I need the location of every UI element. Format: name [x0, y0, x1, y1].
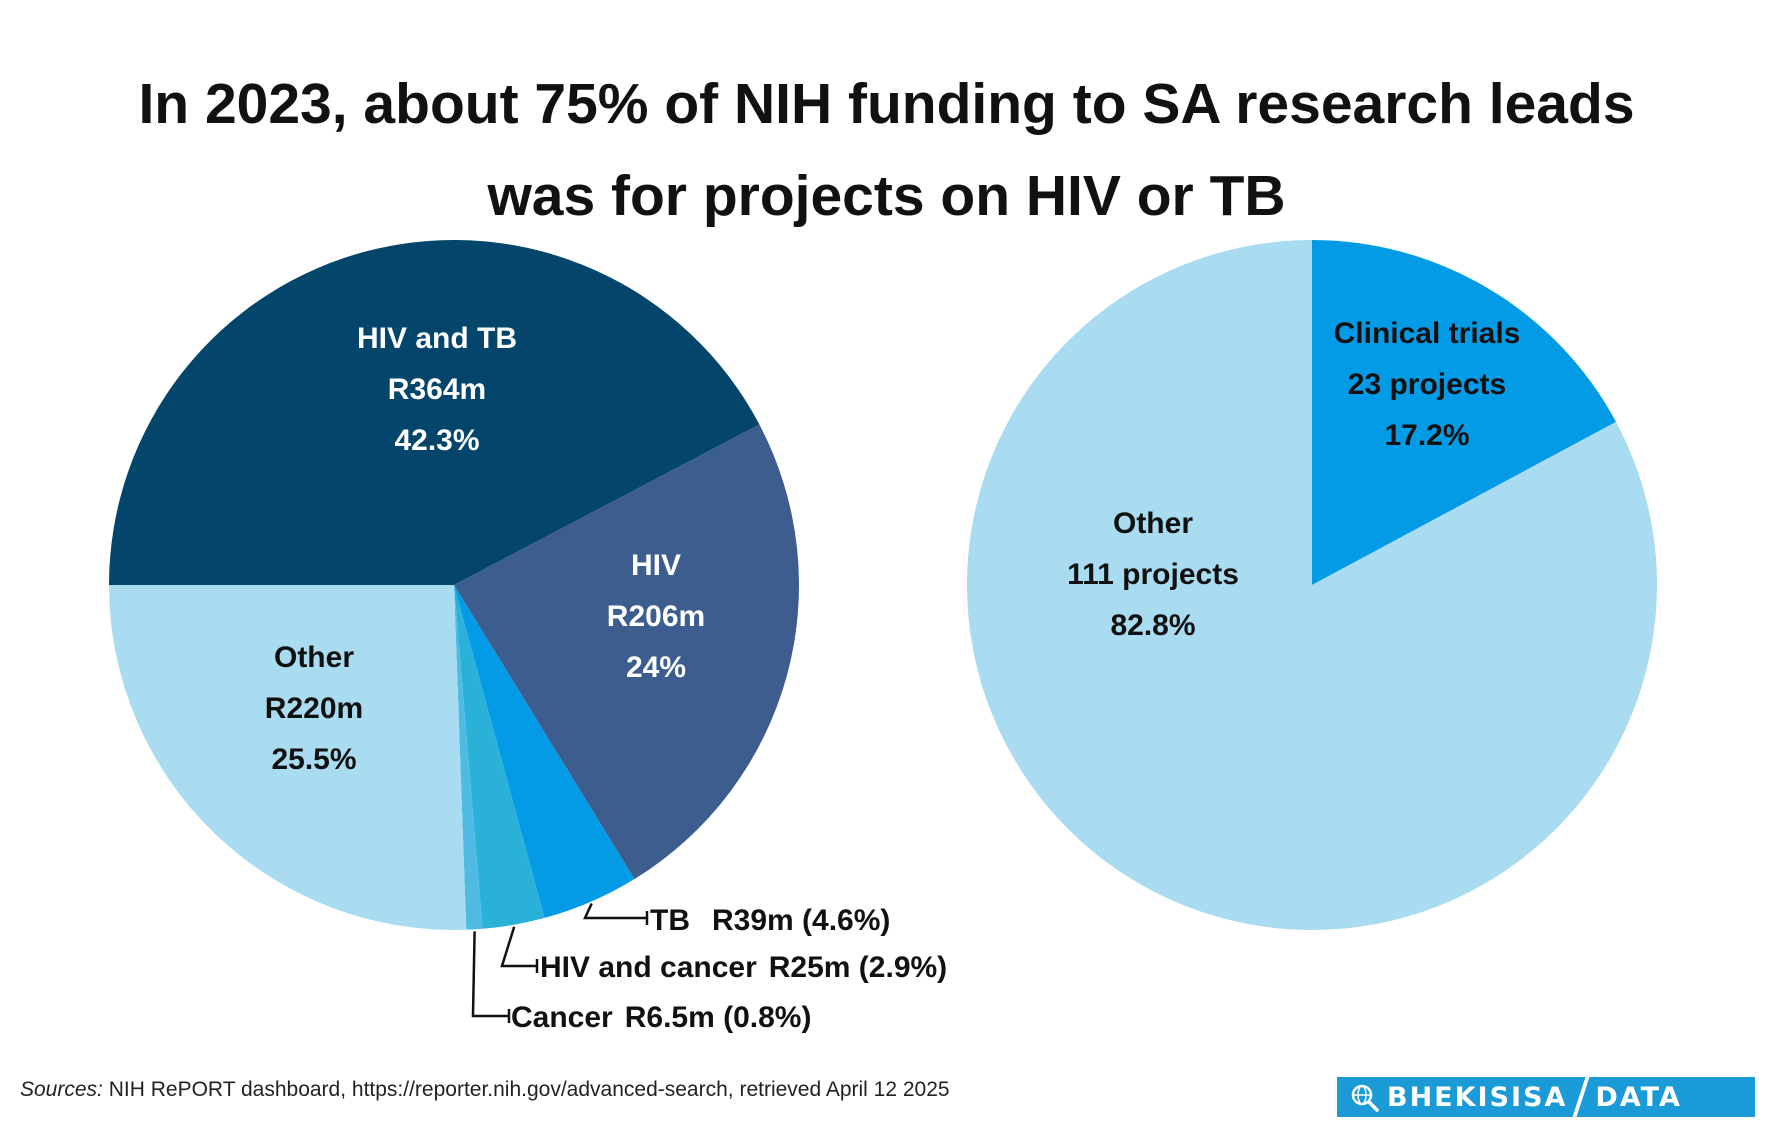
- projects-label-line: 111 projects: [1067, 558, 1239, 591]
- funding-slice-hiv: [454, 424, 799, 880]
- callout-value: R39m (4.6%): [712, 904, 890, 937]
- chart-title-line-2: was for projects on HIV or TB: [487, 164, 1286, 228]
- callout-label-tb: TB R39m (4.6%): [650, 904, 890, 937]
- funding-label-line: 24%: [626, 651, 686, 684]
- brand-divider: [1572, 1077, 1590, 1117]
- callout-label-cancer: Cancer R6.5m (0.8%): [511, 1001, 811, 1034]
- projects-label-line: Other: [1113, 507, 1193, 540]
- funding-label-line: 42.3%: [394, 424, 479, 457]
- callout-line-tb: [583, 902, 647, 920]
- funding-label-line: Other: [274, 641, 354, 674]
- callout-line-cancer: [471, 931, 509, 1018]
- callout-name: TB: [650, 904, 690, 937]
- projects-label-line: 23 projects: [1348, 368, 1506, 401]
- funding-slice-other: [109, 585, 467, 930]
- projects-slice-other: [966, 240, 1657, 930]
- funding-label-line: 25.5%: [271, 743, 356, 776]
- projects-label-line: Clinical trials: [1334, 317, 1521, 350]
- source-text: NIH RePORT dashboard, https://reporter.n…: [108, 1078, 950, 1101]
- funding-label-other: Other R220m 25.5%: [265, 641, 363, 776]
- projects-slice-clinical-trials: [1312, 240, 1617, 585]
- funding-label-hiv: HIV R206m 24%: [607, 549, 705, 684]
- funding-label-line: HIV: [631, 549, 681, 582]
- funding-slice-hiv-and-cancer: [454, 585, 545, 929]
- chart-title-line-1: In 2023, about 75% of NIH funding to SA …: [138, 72, 1635, 136]
- callout-name: HIV and cancer: [540, 951, 757, 984]
- magnifier-globe-icon: [1351, 1084, 1379, 1112]
- funding-slice-cancer: [454, 585, 483, 930]
- callout-label-hiv-and-cancer: HIV and cancer R25m (2.9%): [540, 951, 947, 984]
- callout-value: R6.5m (0.8%): [625, 1001, 812, 1034]
- brand-logo: BHEKISISA DATA: [1337, 1077, 1755, 1117]
- funding-callouts: TB R39m (4.6%) HIV and cancer R25m (2.9%) Ca…: [471, 902, 947, 1034]
- projects-label-line: 82.8%: [1110, 609, 1195, 642]
- funding-label-line: R206m: [607, 600, 705, 633]
- funding-slice-tb: [454, 585, 635, 918]
- funding-label-hiv-and-tb: HIV and TB R364m 42.3%: [357, 322, 517, 457]
- funding-slice-hiv-and-tb: [109, 240, 760, 585]
- brand-suffix: DATA: [1595, 1081, 1682, 1113]
- source-note: Sources: NIH RePORT dashboard, https://r…: [20, 1078, 950, 1102]
- funding-label-line: R220m: [265, 692, 363, 725]
- chart-title: In 2023, about 75% of NIH funding to SA …: [0, 58, 1773, 242]
- funding-pie-chart: HIV and TB R364m 42.3% HIV R206m 24% Other R220…: [109, 240, 799, 930]
- source-prefix: Sources:: [20, 1078, 103, 1101]
- callout-name: Cancer: [511, 1001, 613, 1034]
- funding-label-line: R364m: [388, 373, 486, 406]
- funding-label-line: HIV and TB: [357, 322, 517, 355]
- projects-label-other: Other 111 projects 82.8%: [1067, 507, 1239, 642]
- projects-pie-chart: Clinical trials 23 projects 17.2% Other 111 …: [966, 240, 1657, 930]
- projects-label-line: 17.2%: [1384, 419, 1469, 452]
- brand-name: BHEKISISA: [1387, 1081, 1568, 1113]
- projects-label-clinical-trials: Clinical trials 23 projects 17.2%: [1334, 317, 1521, 452]
- callout-line-hiv-and-cancer: [500, 926, 537, 968]
- callout-value: R25m (2.9%): [769, 951, 947, 984]
